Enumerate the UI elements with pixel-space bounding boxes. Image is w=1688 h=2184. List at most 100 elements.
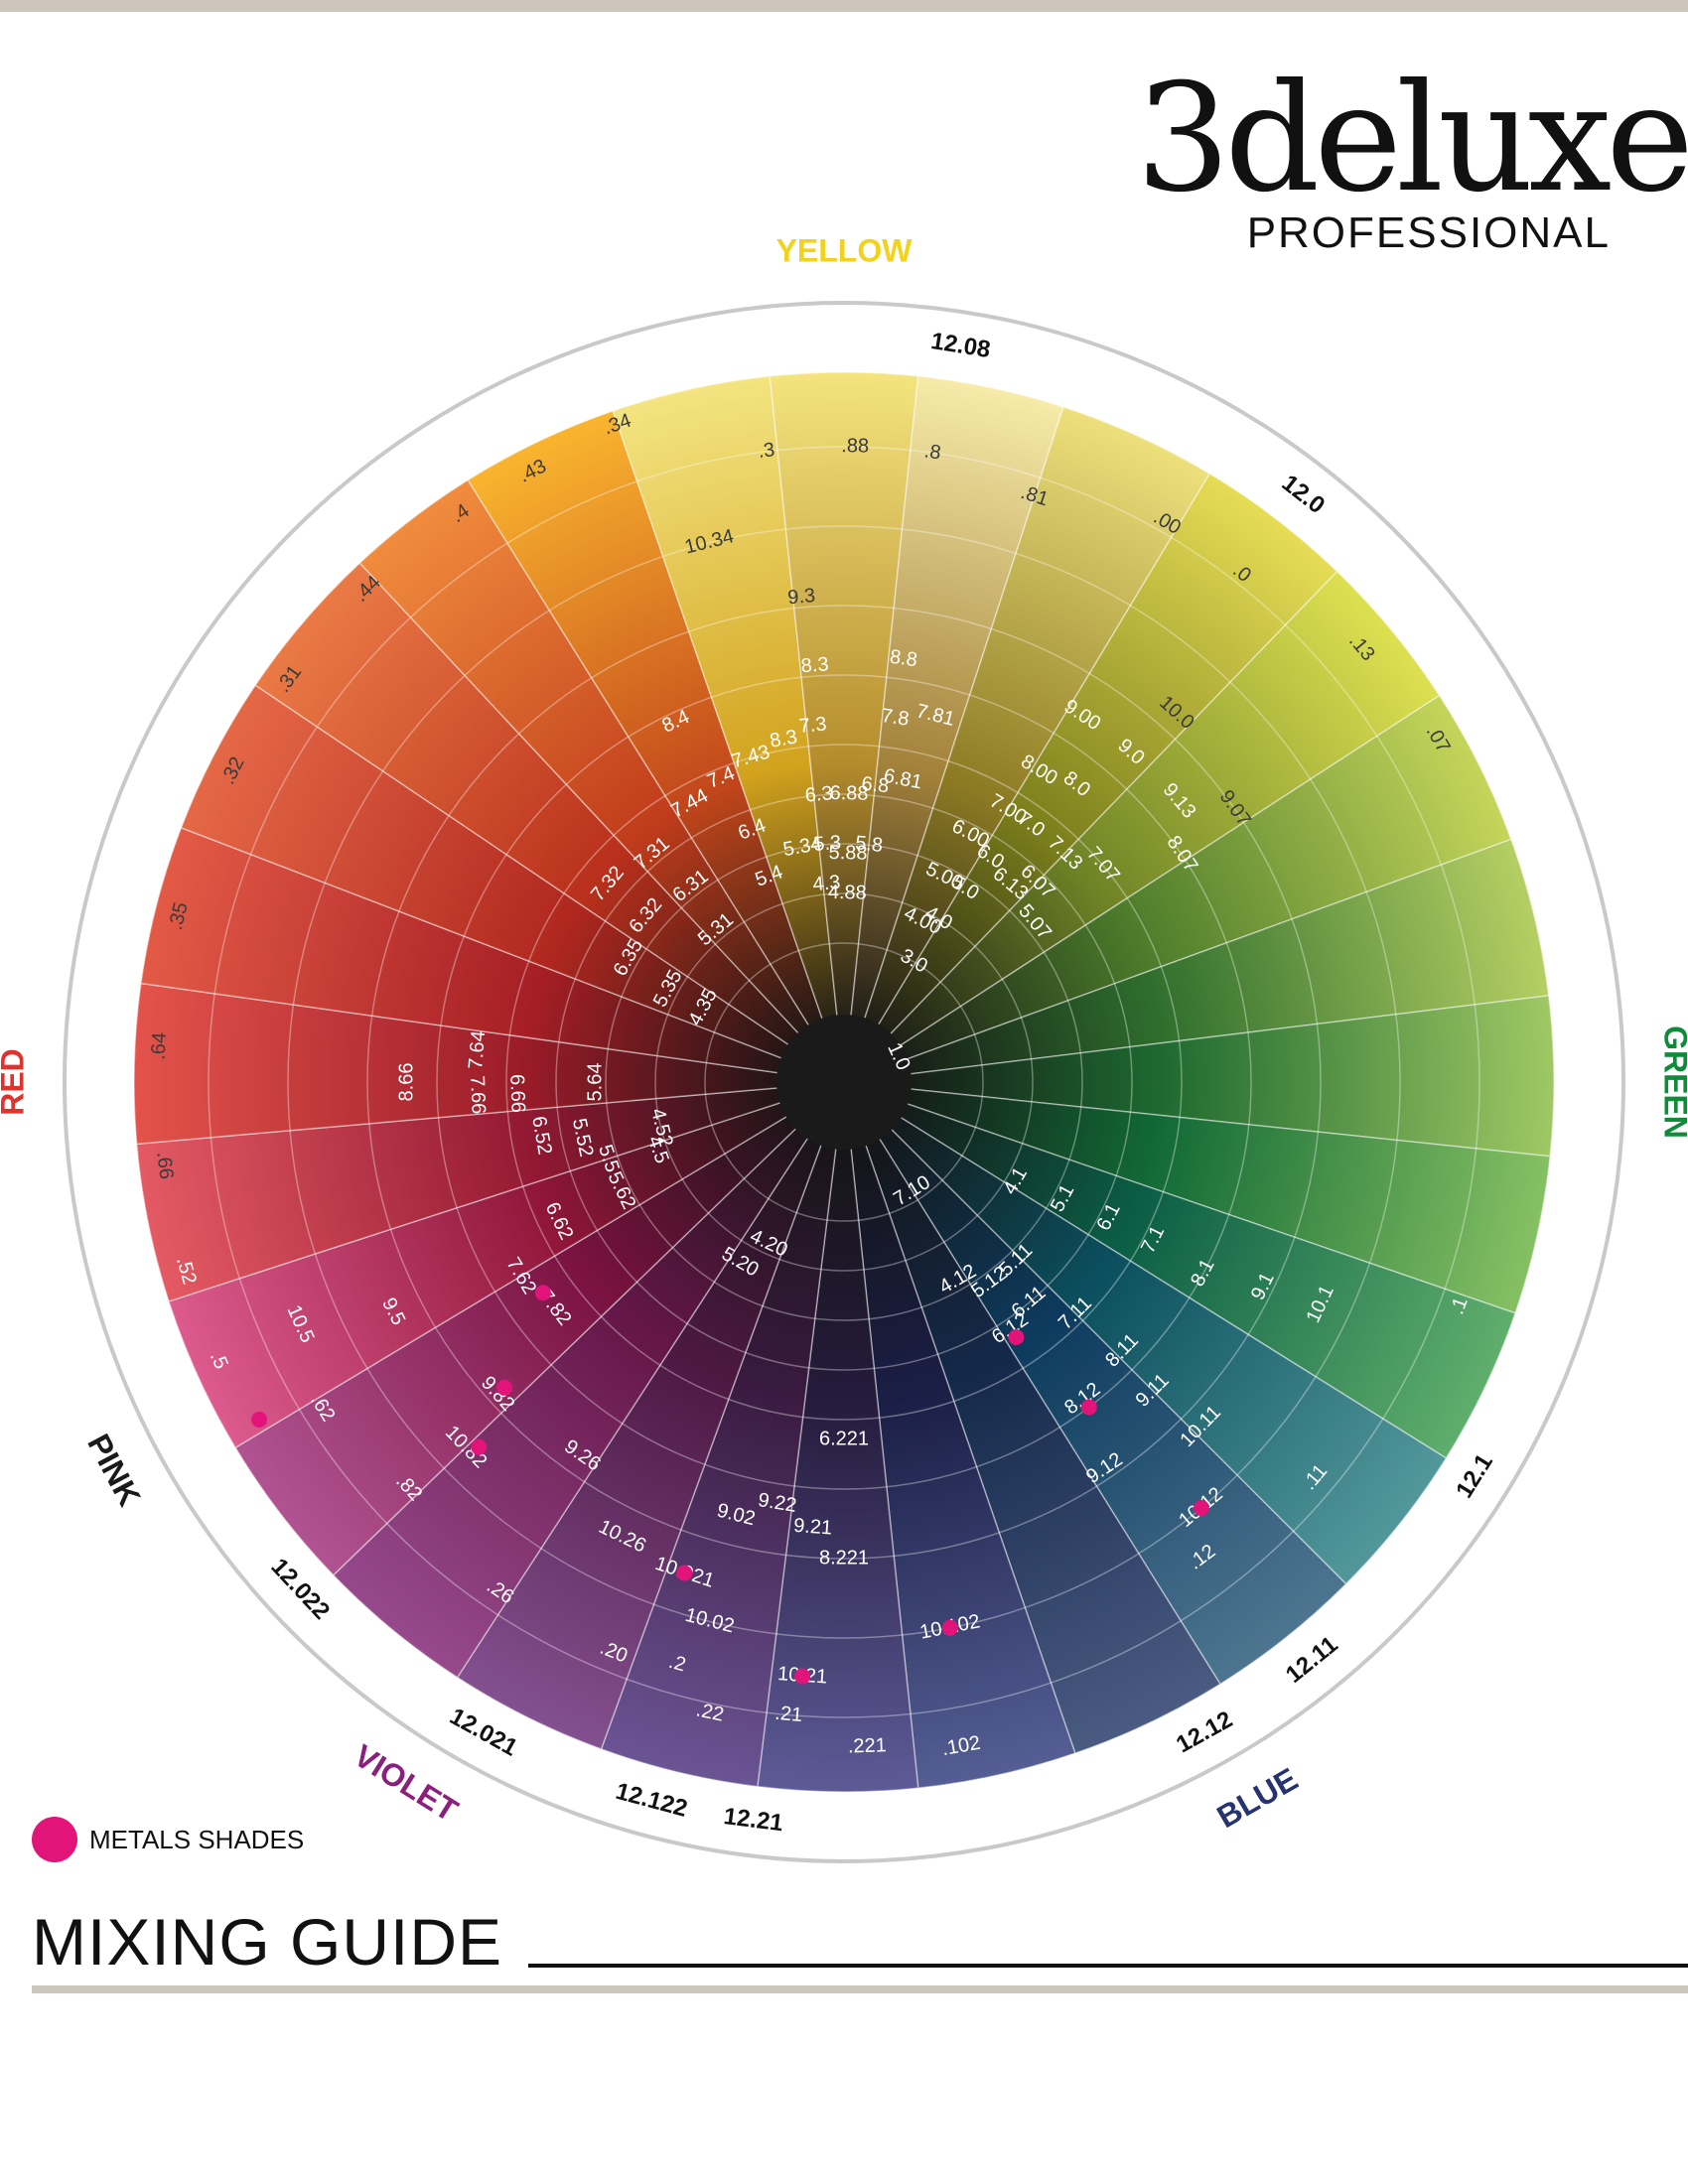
shade-label: .88 bbox=[841, 435, 869, 457]
grid-ring bbox=[704, 942, 984, 1222]
shade-label: 5.3 bbox=[813, 832, 842, 856]
wheel-border bbox=[63, 301, 1625, 1863]
metal-shade-marker bbox=[676, 1565, 693, 1581]
shade-label: 6.88 bbox=[829, 782, 868, 805]
metal-shade-marker bbox=[1080, 1399, 1097, 1416]
brand-name: 3deluxe bbox=[1135, 53, 1688, 225]
shade-label: 7.64 bbox=[465, 1029, 490, 1070]
grid-ring bbox=[654, 892, 1034, 1272]
outer-shade-label: 12.1 bbox=[1451, 1449, 1498, 1503]
shade-label: 6.66 bbox=[505, 1074, 528, 1114]
title-rule bbox=[528, 1964, 1688, 1968]
brand-logo: 3deluxe PROFESSIONAL bbox=[1132, 60, 1688, 268]
page-title: MIXING GUIDE bbox=[32, 1905, 503, 1979]
wheel-sector bbox=[843, 1081, 1347, 1686]
wheel-sector bbox=[843, 995, 1555, 1158]
wheel-sector bbox=[456, 1081, 845, 1750]
top-rule bbox=[0, 0, 1688, 12]
wheel-sector bbox=[843, 694, 1512, 1083]
grid-ring bbox=[436, 674, 1252, 1490]
outer-shade-label: 12.122 bbox=[613, 1778, 690, 1823]
grid-ring bbox=[505, 744, 1183, 1421]
outer-shade-label: 12.21 bbox=[722, 1803, 784, 1837]
grid-ring bbox=[366, 605, 1322, 1560]
wheel-sector bbox=[843, 375, 1064, 1083]
brand-subtitle: PROFESSIONAL bbox=[1246, 208, 1611, 257]
outer-shade-label: 12.0 bbox=[1277, 470, 1330, 519]
wheel-sector bbox=[180, 684, 845, 1083]
wheel-sector bbox=[843, 406, 1211, 1083]
shade-label: .66 bbox=[152, 1151, 177, 1180]
shade-label: 7.8 bbox=[880, 705, 911, 731]
metal-shade-marker bbox=[471, 1438, 488, 1455]
legend-label: METALS SHADES bbox=[89, 1824, 305, 1854]
grid-ring bbox=[555, 793, 1133, 1371]
shade-label: .1 bbox=[1446, 1295, 1472, 1317]
wheel-sector bbox=[843, 473, 1338, 1083]
family-label-blue: BLUE bbox=[1211, 1761, 1304, 1836]
family-label-green: GREEN bbox=[1658, 1025, 1688, 1139]
shade-label: .2 bbox=[666, 1651, 688, 1677]
wheel-sector bbox=[254, 562, 845, 1083]
shade-label: 8.221 bbox=[819, 1547, 869, 1569]
shade-label: 4.3 bbox=[812, 872, 842, 895]
wheel-sector bbox=[600, 1081, 845, 1788]
shade-label: 6.3 bbox=[804, 782, 834, 806]
wheel-sector bbox=[843, 1081, 1221, 1755]
wheel-sector bbox=[843, 838, 1550, 1083]
wheel-sector bbox=[612, 375, 845, 1083]
bottom-rule bbox=[32, 1985, 1688, 1993]
shade-label: 6.8 bbox=[860, 773, 890, 798]
shade-label: 9.21 bbox=[792, 1515, 832, 1540]
shade-label: 7.66 bbox=[466, 1075, 489, 1115]
wheel-hub bbox=[776, 1015, 912, 1150]
shade-label: 5.64 bbox=[584, 1063, 606, 1102]
shade-label: 7.3 bbox=[798, 713, 828, 737]
wheel-sector bbox=[133, 982, 845, 1146]
grid-ring bbox=[605, 843, 1083, 1321]
metal-shade-dot bbox=[32, 1817, 77, 1862]
family-label-pink: PINK bbox=[80, 1429, 148, 1512]
shade-label: .221 bbox=[848, 1734, 888, 1757]
shade-label: 9.3 bbox=[786, 585, 816, 609]
grid-ring bbox=[208, 446, 1480, 1718]
shade-label: 8.8 bbox=[889, 646, 919, 672]
wheel-sector bbox=[234, 1081, 845, 1576]
wheel-sector bbox=[168, 1081, 845, 1449]
wheel-sector bbox=[769, 371, 919, 1083]
shade-label: 8.66 bbox=[395, 1063, 417, 1102]
shade-label: 5.8 bbox=[854, 832, 884, 857]
shade-label: 6.221 bbox=[819, 1428, 869, 1449]
metal-shade-marker bbox=[1193, 1499, 1209, 1516]
wheel-sector bbox=[843, 570, 1441, 1083]
outer-shade-label: 12.11 bbox=[1281, 1631, 1343, 1689]
shade-label: 5.88 bbox=[828, 842, 867, 865]
shade-label: .64 bbox=[148, 1031, 171, 1060]
wheel-sector bbox=[843, 1081, 1551, 1314]
metal-shade-marker bbox=[496, 1379, 513, 1396]
wheel-sector bbox=[358, 478, 845, 1083]
shade-label: 8.3 bbox=[768, 726, 798, 751]
legend: METALS SHADES bbox=[32, 1815, 304, 1864]
wheel-sector bbox=[757, 1081, 919, 1793]
family-label-yellow: YELLOW bbox=[776, 232, 914, 268]
wheel-sector bbox=[135, 1081, 845, 1302]
shade-label: 4.88 bbox=[828, 882, 867, 904]
shade-label: .8 bbox=[922, 440, 942, 464]
wheel-sector bbox=[467, 410, 845, 1083]
wheel-sector bbox=[843, 1081, 1448, 1585]
outer-shade-label: 12.12 bbox=[1172, 1706, 1237, 1759]
metal-shade-marker bbox=[941, 1619, 958, 1636]
shade-label: .3 bbox=[757, 439, 775, 463]
wheel-sector bbox=[140, 826, 845, 1083]
family-label-red: RED bbox=[0, 1048, 30, 1116]
grid-ring bbox=[287, 525, 1401, 1639]
shade-label: 8.3 bbox=[800, 653, 829, 677]
metal-shade-marker bbox=[251, 1412, 268, 1428]
wheel-sector bbox=[843, 1081, 1517, 1459]
metal-shade-marker bbox=[1008, 1329, 1025, 1346]
wheel-sector bbox=[332, 1081, 845, 1679]
shade-label: .21 bbox=[774, 1703, 803, 1726]
metal-shade-marker bbox=[794, 1668, 811, 1685]
